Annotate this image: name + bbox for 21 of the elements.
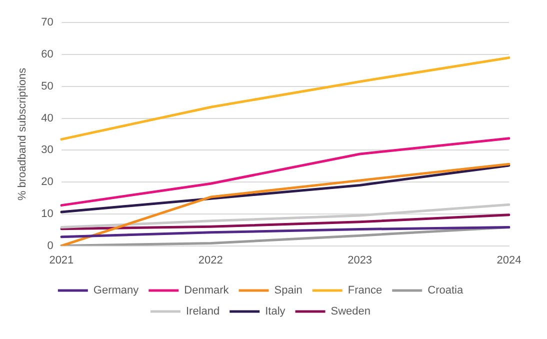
y-tick-label: 0 — [47, 240, 54, 252]
legend-label: Italy — [265, 306, 286, 318]
legend-label: Germany — [93, 284, 140, 297]
y-tick-label: 60 — [41, 48, 54, 61]
y-axis-title: % broadband subscriptions — [16, 67, 29, 201]
y-tick-label: 30 — [41, 144, 54, 156]
legend-label: Ireland — [186, 306, 220, 318]
y-tick-label: 50 — [41, 80, 54, 92]
y-tick-label: 20 — [41, 176, 54, 188]
legend-label: Croatia — [428, 284, 464, 297]
y-tick-label: 40 — [41, 112, 54, 124]
legend-label: Spain — [274, 284, 302, 297]
x-tick-label: 2024 — [496, 254, 522, 266]
legend-label: France — [348, 284, 382, 297]
y-tick-label: 10 — [41, 208, 54, 220]
x-tick-label: 2021 — [49, 254, 74, 266]
legend-label: Sweden — [330, 306, 371, 318]
legend-label: Denmark — [184, 284, 230, 297]
x-tick-label: 2023 — [348, 254, 372, 266]
x-tick-label: 2022 — [198, 254, 223, 266]
y-tick-label: 70 — [41, 16, 54, 29]
